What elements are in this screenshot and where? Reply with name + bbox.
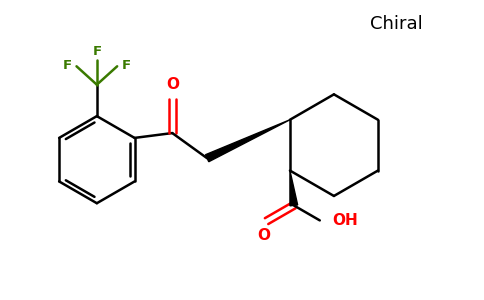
Text: O: O xyxy=(257,228,271,243)
Polygon shape xyxy=(290,171,298,206)
Text: OH: OH xyxy=(332,213,358,228)
Text: F: F xyxy=(63,59,73,72)
Polygon shape xyxy=(206,120,290,162)
Text: F: F xyxy=(92,45,102,58)
Text: O: O xyxy=(166,77,179,92)
Text: F: F xyxy=(121,59,130,72)
Text: Chiral: Chiral xyxy=(370,15,423,33)
